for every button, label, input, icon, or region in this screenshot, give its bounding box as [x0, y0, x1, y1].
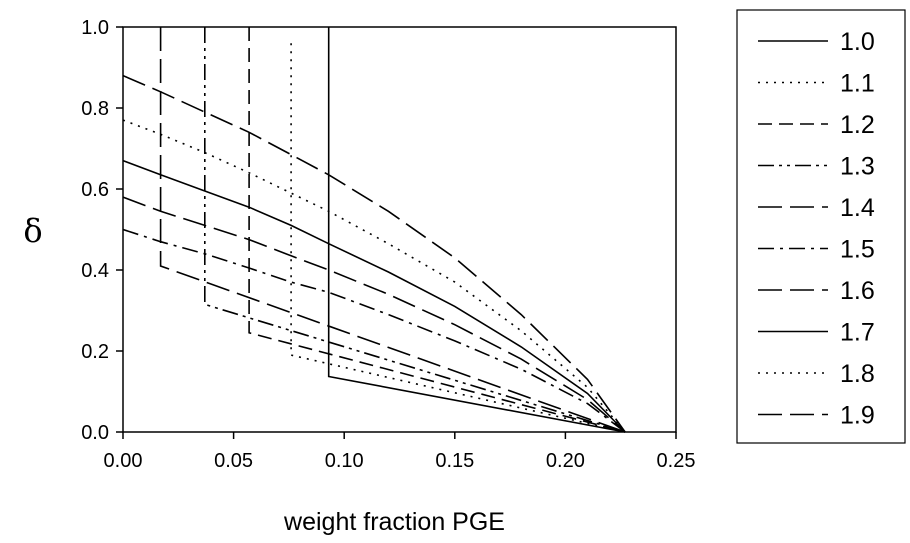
legend-label: 1.0: [840, 28, 875, 56]
series-1-3-line: [204, 27, 626, 433]
x-tick-label: 0.10: [325, 450, 364, 472]
legend-label: 1.6: [840, 277, 875, 305]
x-tick-label: 0.15: [435, 450, 474, 472]
legend-label: 1.2: [840, 111, 875, 139]
legend-label: 1.8: [840, 360, 875, 388]
series-1-8-line: [122, 119, 626, 433]
series-1-2-line: [248, 27, 626, 433]
series-1-9-line: [122, 74, 626, 433]
series-1-4-line: [159, 27, 626, 433]
y-tick-label: 0.6: [81, 179, 109, 201]
x-tick-label: 0.25: [657, 450, 696, 472]
x-axis-title: weight fraction PGE: [283, 508, 505, 536]
series-group: [122, 27, 626, 433]
legend-label: 1.9: [840, 402, 875, 430]
legend-label: 1.3: [840, 153, 875, 181]
series-1-0-line: [327, 27, 626, 433]
legend-label: 1.7: [840, 319, 875, 347]
axes-group: 0.00 0.05 0.10 0.15 0.20 0.25 0.0 0.2 0.4 0.6 0.8 1…: [81, 17, 695, 472]
y-tick-label: 0.8: [81, 98, 109, 120]
legend-box: [736, 9, 906, 444]
x-tick-label: 0.20: [546, 450, 585, 472]
y-tick-label: 0.0: [81, 422, 109, 444]
legend-label: 1.5: [840, 236, 875, 264]
y-tick-label: 1.0: [81, 17, 109, 39]
legend: 1.0 1.1 1.2 1.3 1.4 1.5 1.6 1.7 1.8 1.9: [736, 9, 906, 444]
plot-area: [122, 26, 677, 433]
legend-label: 1.4: [840, 194, 875, 222]
series-1-5-line: [122, 228, 626, 433]
plot-frame: [122, 26, 677, 433]
series-1-7-line: [122, 159, 626, 433]
legend-label: 1.1: [840, 70, 875, 98]
y-tick-label: 0.4: [81, 260, 109, 282]
y-axis-title: δ: [23, 212, 42, 250]
x-tick-label: 0.00: [104, 450, 143, 472]
y-tick-label: 0.2: [81, 341, 109, 363]
x-tick-label: 0.05: [214, 450, 253, 472]
series-1-6-line: [122, 196, 626, 433]
series-1-1-line: [290, 43, 626, 433]
